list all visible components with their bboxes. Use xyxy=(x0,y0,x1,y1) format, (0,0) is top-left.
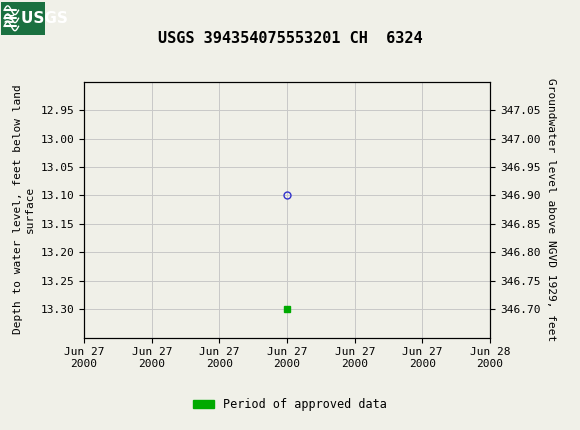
Legend: Period of approved data: Period of approved data xyxy=(188,393,392,415)
Text: ≋ USGS: ≋ USGS xyxy=(3,11,68,26)
Y-axis label: Groundwater level above NGVD 1929, feet: Groundwater level above NGVD 1929, feet xyxy=(546,78,556,341)
Text: USGS 394354075553201 CH  6324: USGS 394354075553201 CH 6324 xyxy=(158,31,422,46)
Y-axis label: Depth to water level, feet below land
surface: Depth to water level, feet below land su… xyxy=(13,85,35,335)
FancyBboxPatch shape xyxy=(1,2,45,35)
